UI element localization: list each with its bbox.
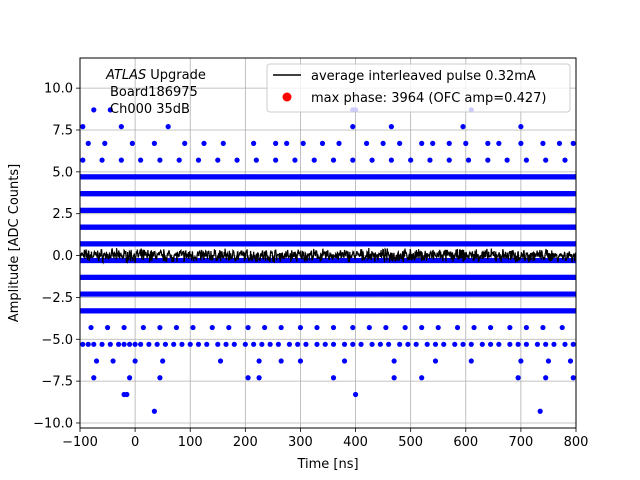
data-point — [573, 308, 576, 314]
